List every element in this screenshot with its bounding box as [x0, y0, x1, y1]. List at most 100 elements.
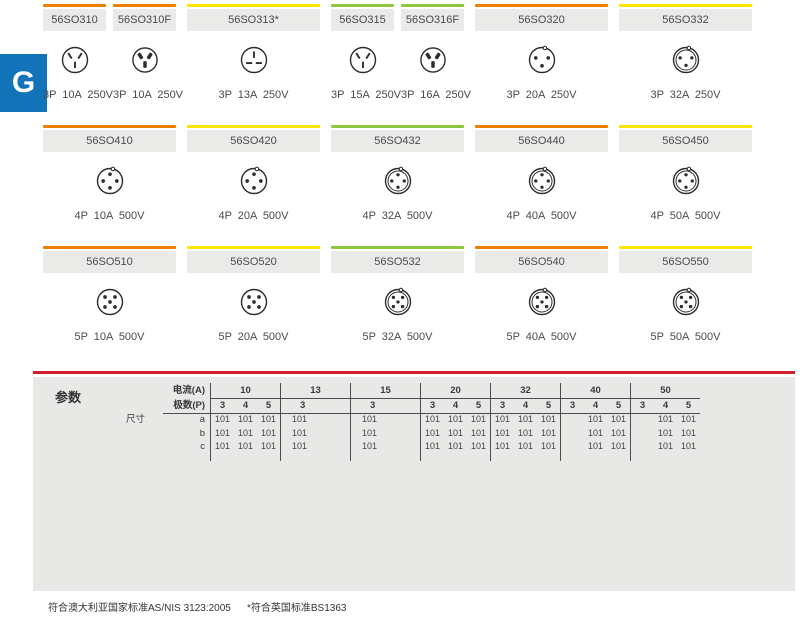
dimension-values-row: 101 101 [631, 440, 700, 454]
pole-cell: 4 [242, 400, 249, 411]
dimension-value-cell: 101 [292, 414, 308, 424]
product-spec: 5P 50A 500V [650, 331, 721, 343]
product-column: 56SO540 5P 40A 500V [475, 246, 608, 367]
product-card: 56SO315 3P 15A 250V [331, 4, 402, 125]
product-column: 56SO450 4P 50A 500V [619, 125, 752, 246]
product-spec: 3P 13A 250V [218, 89, 289, 101]
section-tab-g: G [0, 54, 47, 112]
dimension-value-cell: 101 [447, 427, 464, 438]
product-code-header: 56SO332 [619, 9, 752, 31]
product-card: 56SO450 4P 50A 500V [619, 125, 752, 222]
dimension-value-cell: 101 [517, 414, 534, 424]
product-code-header: 56SO410 [43, 130, 176, 152]
product-column: 56SO315 3P 15A 250V 56SO316F 3P 16A 250V [331, 4, 471, 125]
color-strip [331, 246, 464, 249]
pole-cell: 3 [219, 400, 226, 411]
product-spec: 5P 20A 500V [218, 331, 289, 343]
dimension-value-cell: 101 [214, 441, 231, 451]
product-spec: 4P 20A 500V [218, 210, 289, 222]
round-5pin-double-socket-icon [619, 273, 752, 331]
table-group-columns: 10 3 4 5 101 101 101 101 101 101 101 101 101 13 3 101 10… [210, 383, 700, 461]
product-code-header: 56SO316F [401, 9, 464, 31]
product-spec: 4P 32A 500V [362, 210, 433, 222]
dimension-value-cell: 101 [680, 414, 697, 424]
color-strip [331, 125, 464, 128]
product-spec: 3P 10A 250V [113, 89, 184, 101]
color-strip [401, 4, 464, 7]
red-rule-divider [33, 371, 795, 374]
color-strip [475, 246, 608, 249]
product-column: 56SO440 4P 40A 500V [475, 125, 608, 246]
current-value-cell: 10 [240, 385, 251, 396]
round-4pin-socket-icon [43, 152, 176, 210]
product-code-header: 56SO510 [43, 251, 176, 273]
dimension-value-cell: 101 [362, 441, 378, 451]
table-subheader-rule [163, 413, 700, 414]
round-5pin-socket-icon [43, 273, 176, 331]
dimension-values-row: 101 101 101 [491, 427, 560, 441]
dimension-value-cell: 101 [587, 414, 604, 424]
dimension-row-label-c: c [200, 441, 205, 452]
product-code-header: 56SO520 [187, 251, 320, 273]
product-code-header: 56SO532 [331, 251, 464, 273]
poles-row: 3 [351, 398, 420, 413]
round-5pin-double-socket-icon [475, 273, 608, 331]
dimension-values-row: 101 101 [561, 413, 630, 427]
current-value-cell: 40 [590, 385, 601, 396]
dimension-row-label-a: a [199, 414, 205, 425]
dimension-value-cell: 101 [587, 441, 604, 451]
product-row: 56SO310 3P 10A 250V 56SO310F 3P 10A 250V 56S… [43, 4, 752, 125]
color-strip [43, 4, 106, 7]
pole-cell: 5 [685, 400, 692, 411]
current-value-cell: 15 [380, 385, 391, 396]
table-header-rule [210, 398, 700, 399]
dimension-value-cell [561, 427, 584, 441]
product-column: 56SO520 5P 20A 500V [187, 246, 320, 367]
product-card: 56SO432 4P 32A 500V [331, 125, 464, 222]
product-card: 56SO540 5P 40A 500V [475, 246, 608, 343]
color-strip [619, 125, 752, 128]
product-spec: 5P 40A 500V [506, 331, 577, 343]
dimension-value-cell: 101 [470, 441, 487, 451]
dimension-value-cell: 101 [237, 414, 254, 424]
product-card: 56SO310F 3P 10A 250V [113, 4, 184, 125]
round-4pin-socket-icon [187, 152, 320, 210]
product-column: 56SO320 3P 20A 250V [475, 4, 608, 125]
dimension-value-cell: 101 [494, 414, 511, 424]
dimension-values-row: 101 101 [561, 440, 630, 454]
dimension-value-cell: 101 [470, 427, 487, 438]
table-group-column: 15 3 101 101 101 [350, 383, 420, 461]
round-4pin-double-socket-icon [475, 152, 608, 210]
table-group-column: 10 3 4 5 101 101 101 101 101 101 101 101 101 [210, 383, 280, 461]
dimension-value-cell: 101 [260, 414, 277, 424]
table-group-column: 40 3 4 5 101 101 101 101 101 101 [560, 383, 630, 461]
dimension-value-cell [631, 440, 654, 454]
dimension-values-row: 101 101 [631, 413, 700, 427]
color-strip [619, 246, 752, 249]
product-card: 56SO316F 3P 16A 250V [401, 4, 471, 125]
pole-cell: 3 [429, 400, 436, 411]
dimension-value-cell: 101 [237, 427, 254, 438]
dimension-values-row: 101 101 101 [491, 440, 560, 454]
color-strip [187, 246, 320, 249]
table-group-column: 32 3 4 5 101 101 101 101 101 101 101 101 101 [490, 383, 560, 461]
dimension-value-cell: 101 [587, 427, 604, 438]
dimension-value-cell: 101 [540, 427, 557, 438]
dimension-value-cell [561, 413, 584, 427]
product-spec: 3P 15A 250V [331, 89, 402, 101]
dimension-value-cell: 101 [540, 441, 557, 451]
dimension-value-cell: 101 [517, 427, 534, 438]
footnote-british-standard: *符合英国标准BS1363 [247, 603, 347, 614]
dimension-value-cell: 101 [292, 427, 308, 438]
round-5pin-double-socket-icon [331, 273, 464, 331]
dimension-value-cell: 101 [517, 441, 534, 451]
dimension-value-cell: 101 [424, 427, 441, 438]
poles-row: 3 4 5 [561, 398, 630, 413]
pole-cell: 3 [499, 400, 506, 411]
product-column: 56SO532 5P 32A 500V [331, 246, 464, 367]
dimension-row-labels: a b c [123, 413, 210, 454]
dimension-value-cell: 101 [362, 414, 378, 424]
product-row: 56SO410 4P 10A 500V 56SO420 4P 20A 500V 56SO… [43, 125, 752, 246]
poles-row: 3 4 5 [631, 398, 700, 413]
dimension-value-cell: 101 [292, 441, 308, 451]
